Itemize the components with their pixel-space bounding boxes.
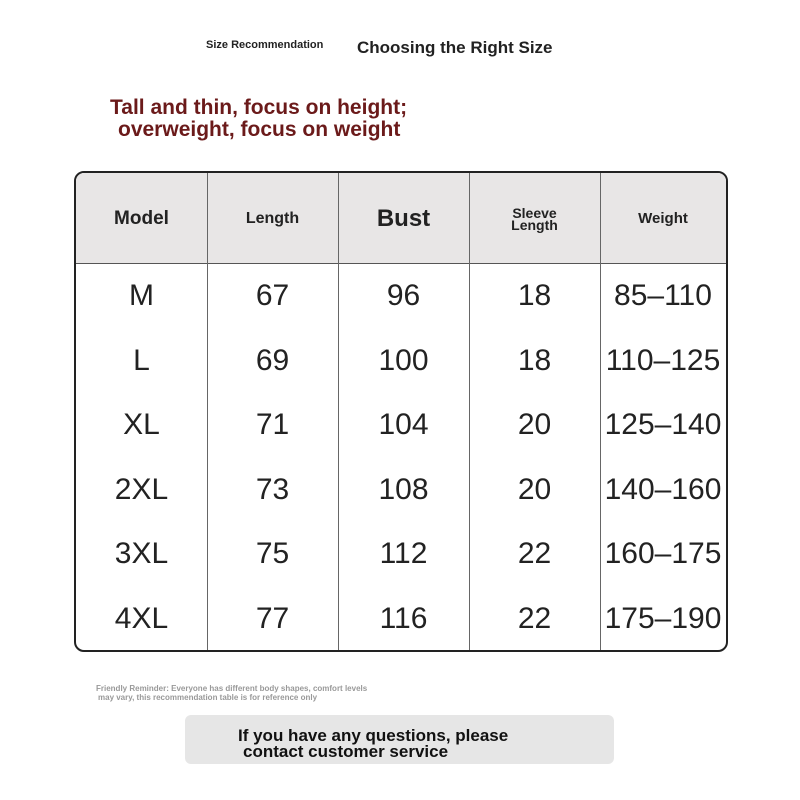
header-title: Choosing the Right Size — [357, 38, 553, 57]
table-cell: XL — [123, 408, 160, 442]
table-cell: 160–175 — [604, 537, 722, 571]
advice-line: Tall and thin, focus on height; — [110, 96, 408, 119]
table-cell: 85–110 — [614, 279, 712, 313]
reminder-line: Friendly Reminder: Everyone has differen… — [96, 684, 368, 693]
table-cell: 140–160 — [604, 472, 722, 506]
table-cell: 22 — [517, 537, 552, 571]
table-cell: 4XL — [114, 601, 169, 635]
table-cell: 100 — [378, 343, 429, 377]
table-cell: 71 — [255, 408, 290, 442]
table-cell: 69 — [255, 343, 290, 377]
table-cell: L — [133, 343, 150, 377]
column-divider — [469, 173, 470, 650]
table-cell: M — [129, 279, 154, 313]
advice-line: overweight, focus on weight — [118, 118, 401, 141]
table-cell: 77 — [255, 601, 290, 635]
table-cell: 110–125 — [605, 343, 721, 377]
table-cell: 112 — [379, 537, 428, 571]
table-cell: 2XL — [114, 472, 169, 506]
table-cell: 125–140 — [604, 408, 722, 442]
size-table: Model Length Bust Sleeve Length Weight M 67 96 1… — [74, 171, 728, 652]
column-divider — [600, 173, 601, 650]
contact-box — [185, 715, 614, 764]
table-cell: 18 — [517, 343, 552, 377]
table-cell: 20 — [517, 408, 552, 442]
header-row — [76, 173, 726, 264]
table-cell: 104 — [378, 408, 429, 442]
table-cell: 75 — [255, 537, 290, 571]
header-label: Size Recommendation — [206, 39, 324, 51]
column-divider — [338, 173, 339, 650]
table-cell: 18 — [517, 279, 552, 313]
column-header: Sleeve Length — [511, 204, 558, 233]
contact-line: If you have any questions, please — [238, 726, 509, 745]
table-cell: 67 — [255, 279, 290, 313]
column-divider — [207, 173, 208, 650]
table-cell: 116 — [379, 601, 428, 635]
column-header: Length — [245, 209, 300, 227]
table-cell: 3XL — [114, 537, 169, 571]
table-cell: 73 — [255, 472, 290, 506]
table-cell: 22 — [517, 601, 552, 635]
column-header: Model — [114, 207, 169, 229]
contact-line: contact customer service — [243, 742, 449, 761]
table-cell: 175–190 — [604, 601, 722, 635]
table-cell: 20 — [517, 472, 552, 506]
reminder-line: may vary, this recommendation table is f… — [98, 693, 318, 702]
column-header: Bust — [376, 204, 431, 232]
column-header: Weight — [638, 209, 688, 227]
table-cell: 96 — [386, 279, 421, 313]
table-cell: 108 — [378, 472, 429, 506]
